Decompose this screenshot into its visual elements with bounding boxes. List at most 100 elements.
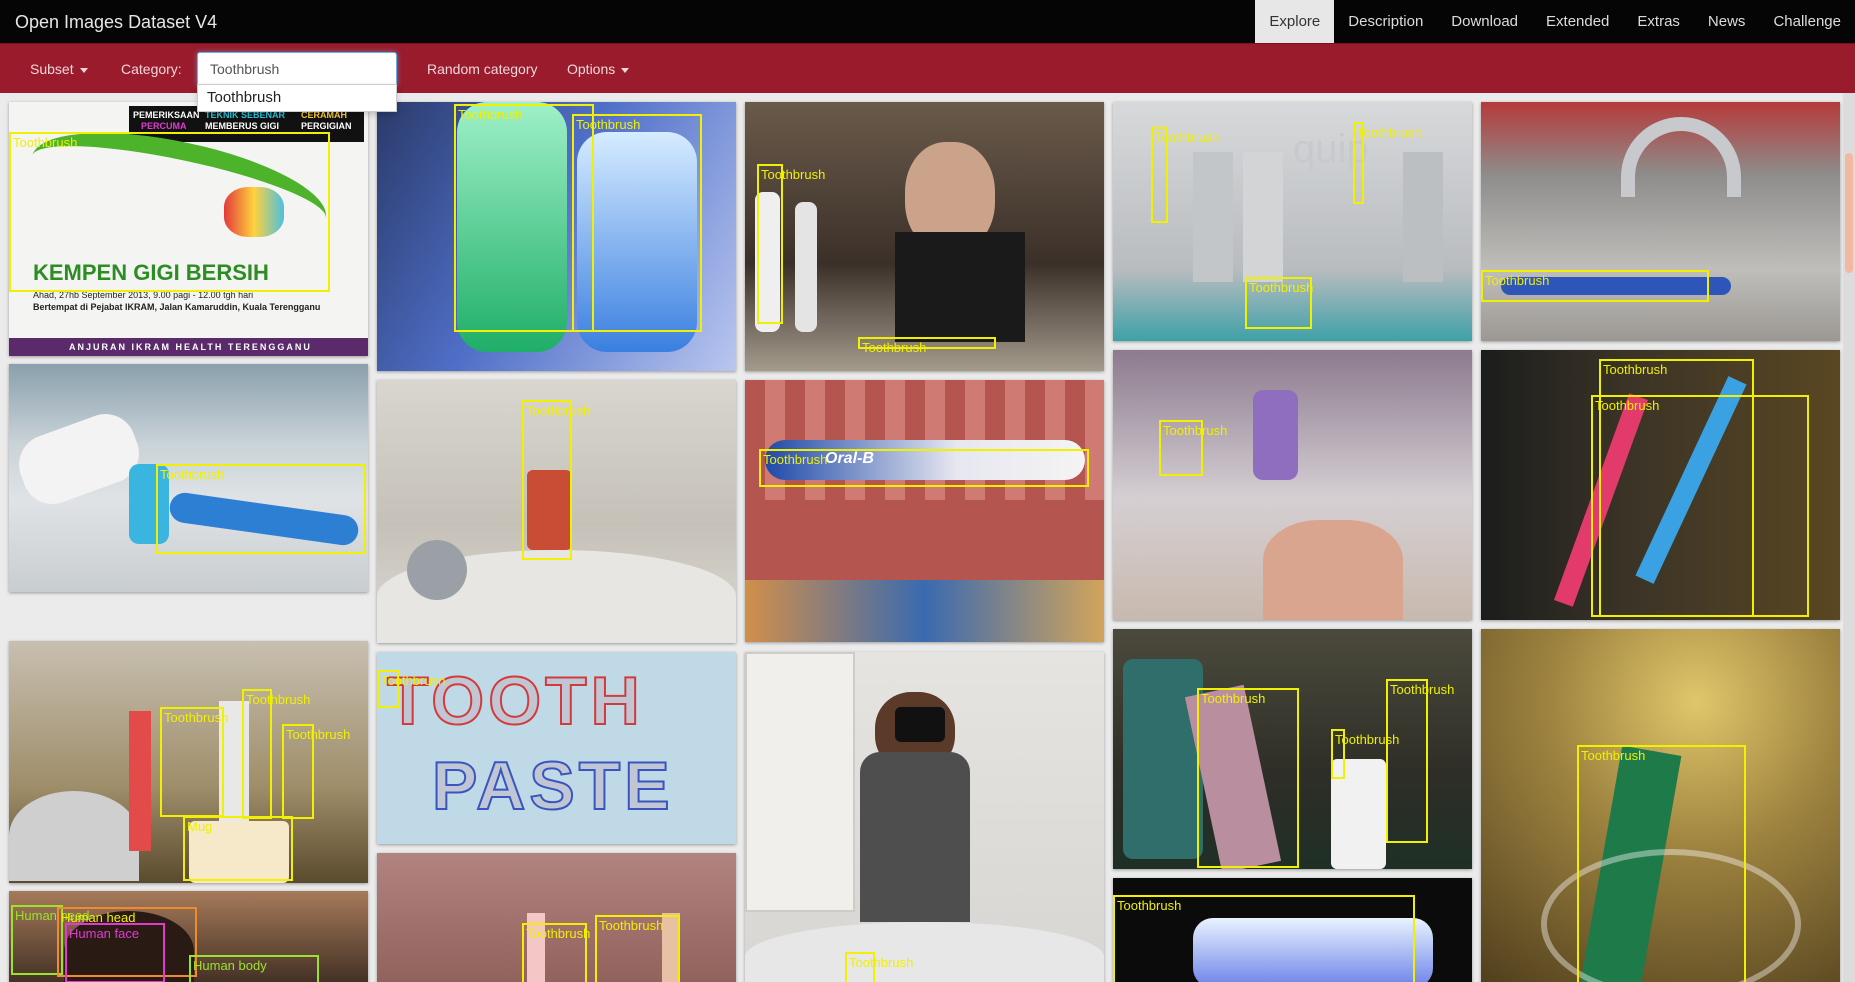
bounding-box: Human head	[11, 905, 89, 975]
category-suggestion-list: Toothbrush	[197, 84, 397, 112]
image-tile[interactable]: Toothbrush Toothbrush Toothbrush	[1113, 629, 1472, 869]
image-tile[interactable]: Toothbrush Toothbrush	[377, 102, 736, 371]
hand-graphic	[1263, 520, 1403, 620]
toothbrush-graphic	[129, 711, 151, 851]
box-label: Toothbrush	[849, 955, 914, 970]
image-tile[interactable]: Toothbrush	[1113, 350, 1472, 620]
box-label: Toothbrush	[1201, 691, 1266, 706]
brand-logo: Oral-B	[825, 450, 874, 467]
poster-footer	[9, 338, 368, 356]
image-tile[interactable]: Toothbrush	[1481, 629, 1840, 982]
bounding-box: Toothbrush	[9, 132, 330, 292]
poster-text: TEKNIK SEBENAR	[205, 110, 286, 120]
category-input[interactable]: Toothbrush	[197, 52, 397, 87]
nav-challenge[interactable]: Challenge	[1773, 13, 1841, 30]
nav-extras[interactable]: Extras	[1637, 13, 1680, 30]
box-label: Human head	[15, 908, 90, 923]
bounding-box: Toothbrush	[845, 952, 913, 982]
random-category-button[interactable]: Random category	[427, 61, 538, 77]
main-nav: Explore Description Download Extended Ex…	[1255, 0, 1855, 43]
painted-word: PASTE	[431, 747, 674, 825]
image-tile[interactable]: Toothbrush	[377, 380, 736, 643]
subset-label: Subset	[30, 61, 74, 77]
image-tile[interactable]: Toothbrush Toothbrush	[377, 853, 736, 982]
options-dropdown[interactable]: Options	[567, 61, 630, 77]
bounding-box: Toothbrush	[858, 337, 996, 355]
toothbrush-graphic	[765, 440, 1085, 480]
glass-graphic	[1541, 849, 1801, 982]
electric-toothbrush-graphic	[795, 202, 817, 332]
box-label: Toothbrush	[526, 926, 591, 941]
nav-news[interactable]: News	[1707, 13, 1746, 30]
image-tile[interactable]: Toothbrush Toothbrush	[1481, 350, 1840, 620]
box-label: Toothbrush	[1603, 362, 1668, 377]
bounding-box: Toothbrush	[242, 689, 310, 819]
bounding-box: Toothbrush	[160, 707, 228, 817]
bounding-box: Human body	[189, 955, 319, 982]
tube-graphic	[1193, 152, 1233, 282]
box-label: Toothbrush	[1163, 423, 1228, 438]
image-tile[interactable]: Toothbrush Toothbrush	[745, 102, 1104, 371]
box-label: Toothbrush	[862, 340, 927, 355]
box-label: Toothbrush	[761, 167, 826, 182]
category-label: Category:	[121, 61, 182, 77]
nav-extended[interactable]: Extended	[1546, 13, 1610, 30]
bounding-box: Toothbrush	[1481, 270, 1709, 302]
subset-dropdown[interactable]: Subset	[30, 61, 88, 77]
app-title[interactable]: Open Images Dataset V4	[15, 12, 218, 32]
bounding-box: Toothbrush	[1197, 688, 1299, 868]
box-label: Toothbrush	[576, 117, 641, 132]
image-tile[interactable]: Toothbrush	[9, 364, 368, 592]
door-graphic	[745, 652, 855, 912]
box-label: Toothbrush	[1335, 732, 1400, 747]
toothpaste-gel	[129, 464, 169, 544]
bounding-box: Human head	[57, 907, 197, 977]
image-tile[interactable]: Human head Human head Human face Human b…	[9, 891, 368, 982]
box-label: Toothbrush	[763, 452, 828, 467]
poster-text: PEMERIKSAAN	[133, 110, 200, 120]
bounding-box: Toothbrush	[1386, 679, 1454, 843]
toothpaste-tube	[10, 405, 148, 513]
bounding-box: Toothbrush	[595, 915, 680, 982]
bounding-box: Toothbrush	[1591, 395, 1809, 617]
box-label: Toothbrush	[1485, 273, 1550, 288]
poster-text: Bertempat di Pejabat IKRAM, Jalan Kamaru…	[33, 302, 321, 312]
toothbrush-bristles-green	[457, 102, 567, 352]
scrollbar-thumb[interactable]	[1845, 153, 1853, 273]
image-tile[interactable]: Toothbrush Toothbrush Toothbrush Mug	[9, 641, 368, 883]
box-label: Toothbrush	[1249, 280, 1314, 295]
box-label: Toothbrush	[286, 727, 351, 742]
image-tile[interactable]: Toothbrush	[745, 652, 1104, 982]
image-tile[interactable]: Oral-B Toothbrush	[745, 380, 1104, 642]
image-tile[interactable]: quip Toothbrush Toothbrush Toothbrush	[1113, 102, 1472, 341]
toothbrush-bristles-blue	[577, 132, 697, 352]
image-tile[interactable]: Toothbrush	[1113, 878, 1472, 982]
toothbrush-graphic	[662, 913, 680, 982]
top-navbar: Open Images Dataset V4 Explore Descripti…	[0, 0, 1855, 43]
page-scrollbar[interactable]	[1843, 93, 1855, 982]
sink-graphic	[9, 791, 139, 881]
nav-explore[interactable]: Explore	[1255, 0, 1335, 43]
image-tile[interactable]: PEMERIKSAAN PERCUMA TEKNIK SEBENAR MEMBE…	[9, 102, 368, 356]
poster-header-strip	[129, 106, 364, 142]
image-tile[interactable]: Toothbrush	[1481, 102, 1840, 341]
bounding-box: Human face	[65, 923, 165, 982]
toothpaste-graphic	[224, 187, 284, 237]
bounding-box: Toothbrush	[522, 400, 590, 560]
tube-graphic	[1403, 152, 1443, 282]
nav-download[interactable]: Download	[1451, 13, 1519, 30]
poster-text: CERAMAH	[301, 110, 347, 120]
box-label: Toothbrush	[526, 403, 591, 418]
bounding-box: Toothbrush	[1159, 420, 1227, 476]
mouthwash-bottle-graphic	[1123, 659, 1203, 859]
nav-description[interactable]: Description	[1348, 13, 1424, 30]
bounding-box: Toothbrush	[759, 449, 1089, 487]
poster-text: PERGIGIAN	[301, 121, 352, 131]
poster-text: MEMBERUS GIGI	[205, 121, 280, 131]
suggestion-item[interactable]: Toothbrush	[207, 89, 282, 106]
chevron-down-icon	[79, 67, 88, 73]
tube-graphic	[1243, 152, 1283, 282]
box-label: Mug	[187, 819, 213, 834]
image-tile[interactable]: TOOTH PASTE Toothbrush	[377, 652, 736, 844]
brand-logo: quip	[1293, 127, 1369, 171]
